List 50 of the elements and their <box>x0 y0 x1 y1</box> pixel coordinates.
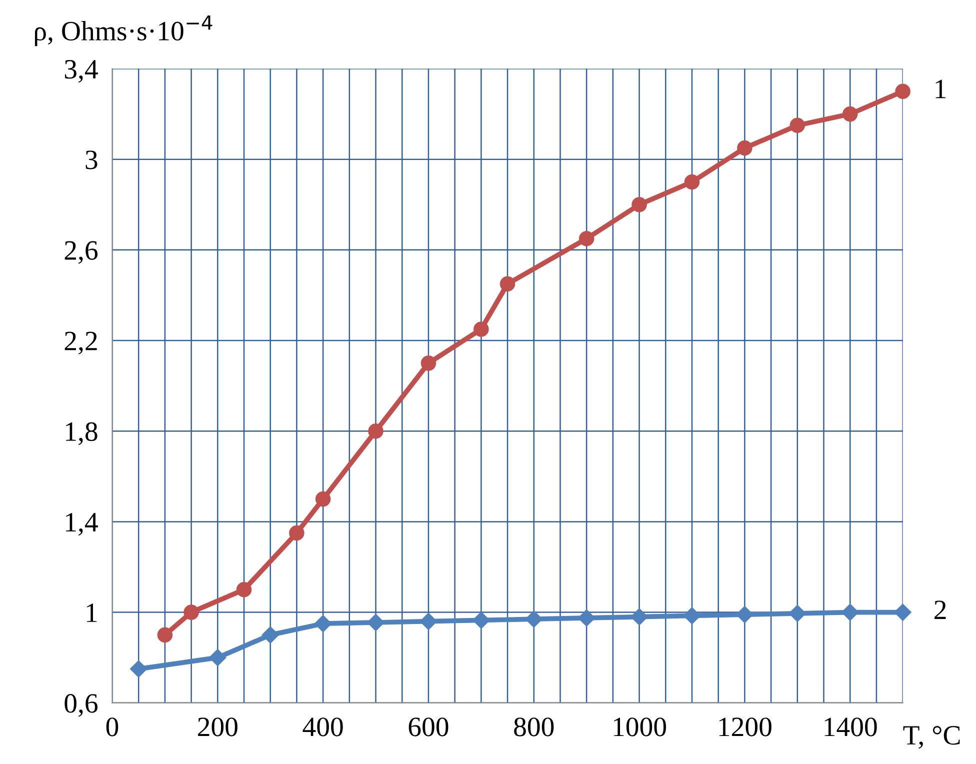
point <box>420 612 438 630</box>
point <box>474 322 489 337</box>
point <box>630 608 648 626</box>
point <box>894 604 912 621</box>
point <box>578 609 596 627</box>
y-axis-title: ρ, Ohms·s·10$^{−4}$ <box>34 15 212 46</box>
x-tick-label: 0 <box>106 718 118 736</box>
y-tick-label: 2,6 <box>64 241 98 264</box>
point <box>289 525 304 541</box>
point <box>236 582 252 598</box>
x-tick-label: 800 <box>514 718 554 736</box>
point <box>184 604 199 620</box>
x-tick-label: 1200 <box>719 718 772 736</box>
y-tick-label: 3,4 <box>64 60 98 83</box>
y-tick-label: 0,6 <box>64 694 98 717</box>
point <box>315 491 331 507</box>
y-tick-label: 1,4 <box>66 513 98 536</box>
point <box>262 626 279 644</box>
point <box>790 118 806 134</box>
y-tick-label: 1,8 <box>66 422 98 446</box>
x-axis-title: T, °C <box>903 726 960 749</box>
point <box>368 423 384 439</box>
point <box>684 174 700 190</box>
point <box>420 356 436 371</box>
point <box>472 612 490 629</box>
point <box>842 604 859 621</box>
point <box>314 615 332 632</box>
x-tick-label: 200 <box>198 718 238 736</box>
y-tick-label: 3 <box>86 150 98 170</box>
x-tick-label: 1000 <box>614 718 666 736</box>
point <box>895 84 910 100</box>
x-tick-label: 1400 <box>824 718 877 736</box>
point <box>157 627 173 643</box>
point <box>632 197 647 212</box>
y-tick-label: 1 <box>86 604 97 622</box>
x-tick-label: 400 <box>302 718 343 736</box>
point <box>500 276 516 292</box>
series-label: 2 <box>934 600 946 619</box>
point <box>367 614 384 632</box>
point <box>578 230 594 246</box>
series-label: 1 <box>936 80 946 98</box>
point <box>525 610 542 628</box>
point <box>736 606 754 624</box>
point <box>130 660 148 678</box>
point <box>737 140 752 156</box>
point <box>788 604 806 622</box>
point <box>842 106 858 122</box>
x-tick-label: 600 <box>408 718 448 736</box>
point <box>209 649 226 666</box>
y-tick-label: 2,2 <box>64 332 97 354</box>
